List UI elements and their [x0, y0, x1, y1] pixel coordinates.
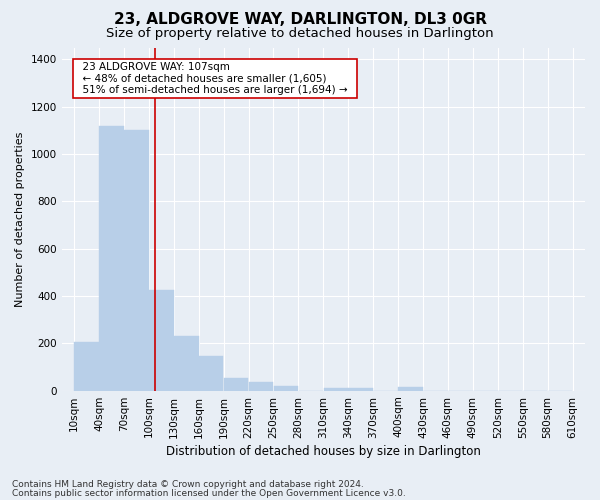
- Y-axis label: Number of detached properties: Number of detached properties: [15, 132, 25, 307]
- Bar: [199, 356, 223, 390]
- Text: Contains public sector information licensed under the Open Government Licence v3: Contains public sector information licen…: [12, 489, 406, 498]
- Bar: [74, 342, 99, 390]
- Text: 23 ALDGROVE WAY: 107sqm
  ← 48% of detached houses are smaller (1,605)
  51% of : 23 ALDGROVE WAY: 107sqm ← 48% of detache…: [76, 62, 354, 95]
- Bar: [274, 386, 298, 390]
- Text: Contains HM Land Registry data © Crown copyright and database right 2024.: Contains HM Land Registry data © Crown c…: [12, 480, 364, 489]
- Bar: [224, 378, 248, 390]
- Bar: [398, 387, 423, 390]
- Bar: [124, 130, 149, 390]
- Text: 23, ALDGROVE WAY, DARLINGTON, DL3 0GR: 23, ALDGROVE WAY, DARLINGTON, DL3 0GR: [113, 12, 487, 28]
- Bar: [323, 388, 348, 390]
- Text: Size of property relative to detached houses in Darlington: Size of property relative to detached ho…: [106, 28, 494, 40]
- Bar: [174, 336, 199, 390]
- Bar: [349, 388, 373, 390]
- Bar: [99, 126, 124, 390]
- Bar: [249, 382, 273, 390]
- Bar: [149, 290, 173, 390]
- X-axis label: Distribution of detached houses by size in Darlington: Distribution of detached houses by size …: [166, 444, 481, 458]
